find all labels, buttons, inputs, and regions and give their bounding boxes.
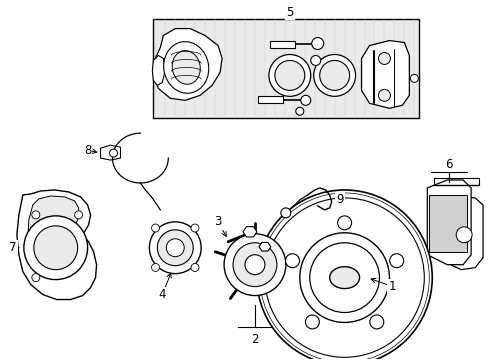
Text: 3: 3 xyxy=(214,215,222,228)
Circle shape xyxy=(409,75,417,82)
Circle shape xyxy=(285,254,299,268)
Text: 8: 8 xyxy=(84,144,91,157)
Polygon shape xyxy=(28,196,82,278)
Polygon shape xyxy=(427,180,470,265)
Circle shape xyxy=(151,264,159,271)
Circle shape xyxy=(455,227,471,243)
Circle shape xyxy=(310,55,320,66)
Circle shape xyxy=(305,315,319,329)
Circle shape xyxy=(264,198,424,357)
Ellipse shape xyxy=(268,54,310,96)
Circle shape xyxy=(378,53,389,64)
Ellipse shape xyxy=(166,239,184,257)
Ellipse shape xyxy=(274,60,304,90)
Circle shape xyxy=(34,226,78,270)
Text: 6: 6 xyxy=(445,158,452,171)
Circle shape xyxy=(75,211,82,219)
Ellipse shape xyxy=(157,230,193,266)
Circle shape xyxy=(151,224,159,232)
Polygon shape xyxy=(259,242,270,251)
Circle shape xyxy=(24,216,87,280)
Text: 5: 5 xyxy=(285,6,293,19)
Polygon shape xyxy=(17,190,96,300)
Circle shape xyxy=(256,190,431,360)
Circle shape xyxy=(300,95,310,105)
Ellipse shape xyxy=(149,222,201,274)
Circle shape xyxy=(378,89,389,101)
Ellipse shape xyxy=(244,255,264,275)
Ellipse shape xyxy=(319,60,349,90)
Circle shape xyxy=(32,274,40,282)
Ellipse shape xyxy=(172,51,200,84)
Circle shape xyxy=(311,37,323,50)
Polygon shape xyxy=(153,28,222,100)
Polygon shape xyxy=(152,55,165,85)
Polygon shape xyxy=(269,41,294,48)
Text: 9: 9 xyxy=(335,193,343,206)
Text: 2: 2 xyxy=(251,333,258,346)
Polygon shape xyxy=(243,227,256,237)
Circle shape xyxy=(369,315,383,329)
Ellipse shape xyxy=(163,42,208,93)
Circle shape xyxy=(280,208,290,218)
Polygon shape xyxy=(361,41,408,108)
Polygon shape xyxy=(258,96,282,103)
Circle shape xyxy=(191,264,199,271)
Circle shape xyxy=(191,224,199,232)
Polygon shape xyxy=(428,195,466,252)
Circle shape xyxy=(309,243,379,312)
Circle shape xyxy=(389,254,403,268)
Text: 1: 1 xyxy=(388,280,395,293)
Polygon shape xyxy=(153,19,419,118)
Text: 4: 4 xyxy=(158,288,166,301)
Ellipse shape xyxy=(233,243,276,287)
Polygon shape xyxy=(101,145,120,160)
Text: 7: 7 xyxy=(9,241,17,254)
Ellipse shape xyxy=(224,234,285,296)
Ellipse shape xyxy=(313,54,355,96)
Circle shape xyxy=(109,149,117,157)
Circle shape xyxy=(299,233,388,323)
Ellipse shape xyxy=(329,267,359,289)
Circle shape xyxy=(337,216,351,230)
Circle shape xyxy=(32,211,40,219)
Circle shape xyxy=(295,107,303,115)
Polygon shape xyxy=(443,197,482,270)
